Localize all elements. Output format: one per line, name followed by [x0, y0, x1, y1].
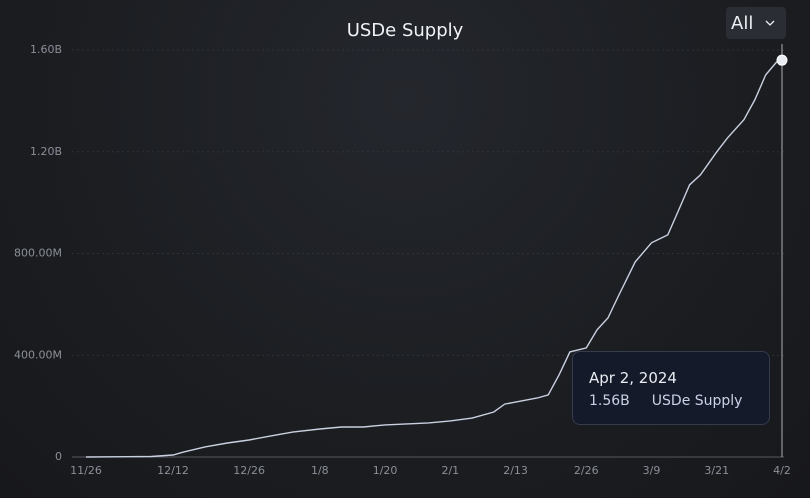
y-tick-label: 0 [55, 450, 62, 463]
x-tick-label: 4/2 [773, 464, 791, 477]
chevron-icon [765, 20, 775, 26]
tooltip-row: 1.56B USDe Supply [589, 393, 769, 409]
x-tick-label: 3/21 [704, 464, 729, 477]
x-tick-label: 11/26 [70, 464, 102, 477]
tooltip: Apr 2, 2024 1.56B USDe Supply [572, 351, 770, 425]
x-tick-label: 1/8 [311, 464, 329, 477]
tooltip-series: USDe Supply [651, 393, 743, 409]
x-tick-label: 12/26 [233, 464, 265, 477]
x-tick-label: 2/13 [503, 464, 528, 477]
x-tick-label: 1/20 [373, 464, 398, 477]
x-tick-label: 3/9 [643, 464, 661, 477]
y-tick-label: 1.60B [30, 43, 62, 56]
y-tick-label: 1.20B [30, 145, 62, 158]
x-tick-label: 2/26 [574, 464, 599, 477]
tooltip-value: 1.56B [589, 393, 630, 409]
x-tick-label: 2/1 [441, 464, 459, 477]
y-tick-label: 400.00M [14, 348, 62, 361]
x-tick-label: 12/12 [157, 464, 189, 477]
y-tick-label: 800.00M [14, 247, 62, 260]
range-selector[interactable]: All [726, 7, 786, 39]
tooltip-date: Apr 2, 2024 [589, 369, 677, 387]
range-label: All [731, 12, 754, 34]
hover-point [776, 54, 788, 66]
data-line [85, 59, 783, 458]
chart-title: USDe Supply [347, 20, 464, 41]
